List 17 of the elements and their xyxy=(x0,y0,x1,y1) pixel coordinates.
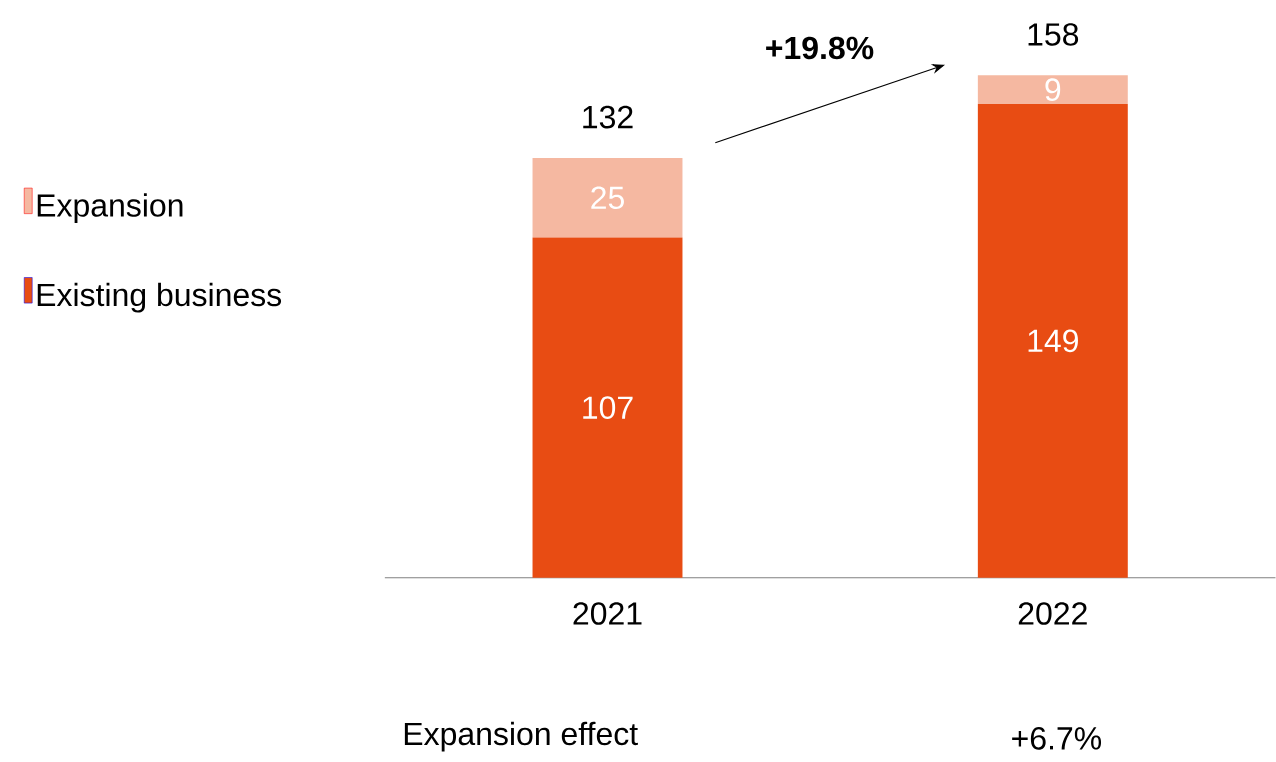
legend-label: Expansion xyxy=(37,193,183,224)
total-label: 132 xyxy=(583,105,633,129)
text: Expansion effect xyxy=(404,721,638,752)
x-tick-label: 2021 xyxy=(573,602,642,625)
bar xyxy=(977,75,1128,104)
x-tick-label: 2022 xyxy=(1018,602,1087,625)
data-label: 107 xyxy=(583,396,633,419)
data-label: 25 xyxy=(591,186,624,209)
bar xyxy=(977,103,1128,578)
bar xyxy=(532,157,683,238)
text: +19.8% xyxy=(766,36,874,60)
text: +6.7% xyxy=(1012,726,1102,750)
data-label: 149 xyxy=(1028,329,1078,353)
legend-label: Existing business xyxy=(37,282,282,313)
bar xyxy=(532,237,683,578)
data-label: 9 xyxy=(1045,78,1061,101)
total-label: 158 xyxy=(1028,23,1079,46)
